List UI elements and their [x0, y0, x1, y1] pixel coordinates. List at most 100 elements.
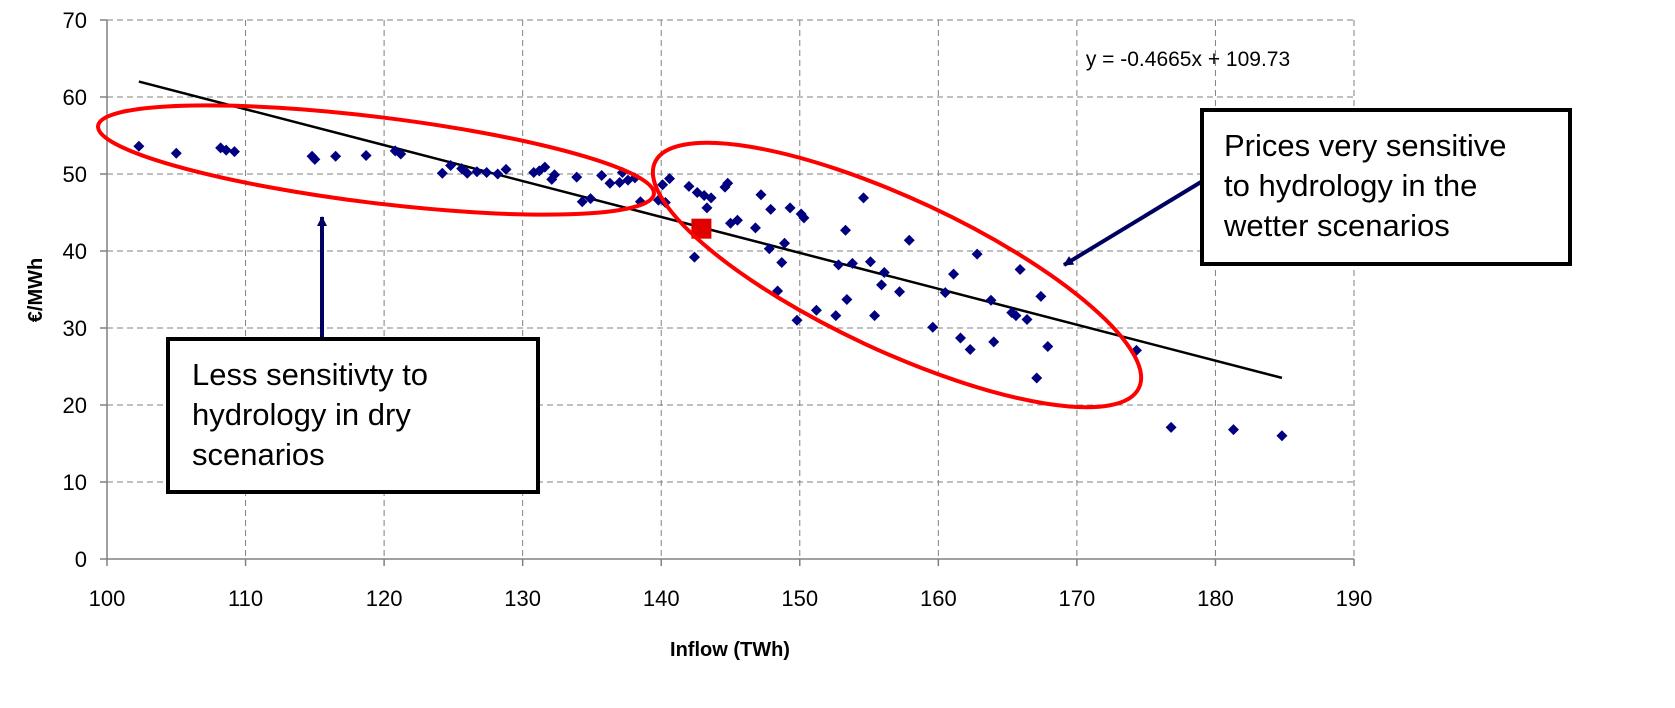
y-tick-label: 70 — [63, 8, 87, 33]
y-tick-label: 0 — [75, 547, 87, 572]
x-tick-label: 150 — [781, 586, 818, 611]
data-point — [939, 287, 951, 299]
y-tick-label: 10 — [63, 470, 87, 495]
data-point — [858, 192, 870, 204]
data-point — [571, 171, 583, 183]
data-point — [765, 203, 777, 215]
x-axis-title: Inflow (TWh) — [670, 639, 790, 661]
dry-scenarios-ellipse — [96, 103, 656, 217]
wet-scenarios-annotation: Prices very sensitive to hydrology in th… — [1200, 108, 1572, 266]
data-point — [779, 237, 791, 249]
data-point — [1014, 263, 1026, 275]
data-point — [1010, 310, 1022, 322]
data-points — [133, 140, 1288, 442]
data-point — [1021, 314, 1033, 326]
data-point — [791, 314, 803, 326]
x-tick-label: 100 — [89, 586, 126, 611]
data-point — [830, 310, 842, 322]
annotation-line: hydrology in dry — [192, 397, 411, 432]
x-tick-label: 120 — [366, 586, 403, 611]
data-point — [614, 176, 626, 188]
data-point — [1035, 290, 1047, 302]
data-point — [228, 146, 240, 158]
data-point — [894, 286, 906, 298]
data-point — [840, 224, 852, 236]
data-point — [864, 256, 876, 268]
data-point — [878, 267, 890, 279]
data-point — [776, 257, 788, 269]
data-point — [170, 147, 182, 159]
data-point — [1276, 430, 1288, 442]
y-tick-label: 40 — [63, 239, 87, 264]
data-point — [585, 193, 597, 205]
data-point — [539, 161, 551, 173]
data-point — [749, 222, 761, 234]
data-point — [1227, 424, 1239, 436]
data-point — [445, 160, 457, 172]
highlight-ellipses — [96, 103, 1144, 410]
data-point — [701, 202, 713, 214]
highlight-point — [691, 218, 712, 239]
data-point — [1042, 340, 1054, 352]
x-tick-label: 110 — [228, 586, 263, 611]
data-point — [731, 214, 743, 226]
data-point — [810, 304, 822, 316]
data-point — [330, 150, 342, 162]
annotation-arrows — [317, 180, 1203, 337]
data-point — [948, 268, 960, 280]
data-point — [869, 310, 881, 322]
data-point — [461, 167, 473, 179]
axes — [100, 19, 1355, 566]
y-tick-label: 50 — [63, 162, 87, 187]
data-point — [846, 257, 858, 269]
data-point — [481, 166, 493, 178]
x-tick-label: 180 — [1197, 586, 1234, 611]
data-point — [683, 180, 695, 192]
data-point — [133, 140, 145, 152]
annotation-line: to hydrology in the — [1224, 168, 1478, 203]
data-point — [657, 179, 669, 191]
data-point — [1031, 372, 1043, 384]
x-tick-label: 190 — [1336, 586, 1373, 611]
data-point — [576, 196, 588, 208]
annotation-line: wetter scenarios — [1224, 208, 1450, 243]
data-point — [436, 167, 448, 179]
data-point — [596, 170, 608, 182]
x-tick-label: 170 — [1059, 586, 1096, 611]
data-point — [395, 148, 407, 160]
highlight-square — [691, 218, 712, 239]
y-axis-title: €/MWh — [25, 258, 47, 322]
x-tick-label: 160 — [920, 586, 957, 611]
annotation-line: Prices very sensitive — [1224, 128, 1507, 163]
data-point — [876, 279, 888, 291]
data-point — [705, 192, 717, 204]
annotation-line: scenarios — [192, 437, 325, 472]
data-point — [971, 248, 983, 260]
data-point — [955, 332, 967, 344]
data-point — [220, 144, 232, 156]
data-point — [1165, 421, 1177, 433]
data-point — [988, 336, 1000, 348]
data-point — [798, 212, 810, 224]
data-point — [309, 153, 321, 165]
data-point — [688, 251, 700, 263]
y-tick-label: 60 — [63, 85, 87, 110]
data-point — [492, 168, 504, 180]
data-point — [784, 202, 796, 214]
x-tick-label: 130 — [504, 586, 541, 611]
wet-annotation-arrow — [1062, 180, 1203, 267]
x-tick-label: 140 — [643, 586, 680, 611]
data-point — [903, 234, 915, 246]
grid-lines — [107, 19, 1355, 559]
data-point — [755, 189, 767, 201]
data-point — [964, 344, 976, 356]
data-point — [664, 173, 676, 185]
annotation-line: Less sensitivty to — [192, 357, 429, 392]
data-point — [500, 163, 512, 175]
data-point — [549, 169, 561, 181]
data-point — [833, 259, 845, 271]
data-point — [763, 243, 775, 255]
tick-labels: 100 110 120 130 140 150 160 170 180 190 0 10 20 30 40 5… — [63, 8, 1373, 611]
data-point — [927, 321, 939, 333]
